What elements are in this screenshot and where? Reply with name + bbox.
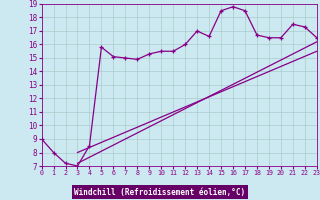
- Text: Windchill (Refroidissement éolien,°C): Windchill (Refroidissement éolien,°C): [75, 188, 245, 196]
